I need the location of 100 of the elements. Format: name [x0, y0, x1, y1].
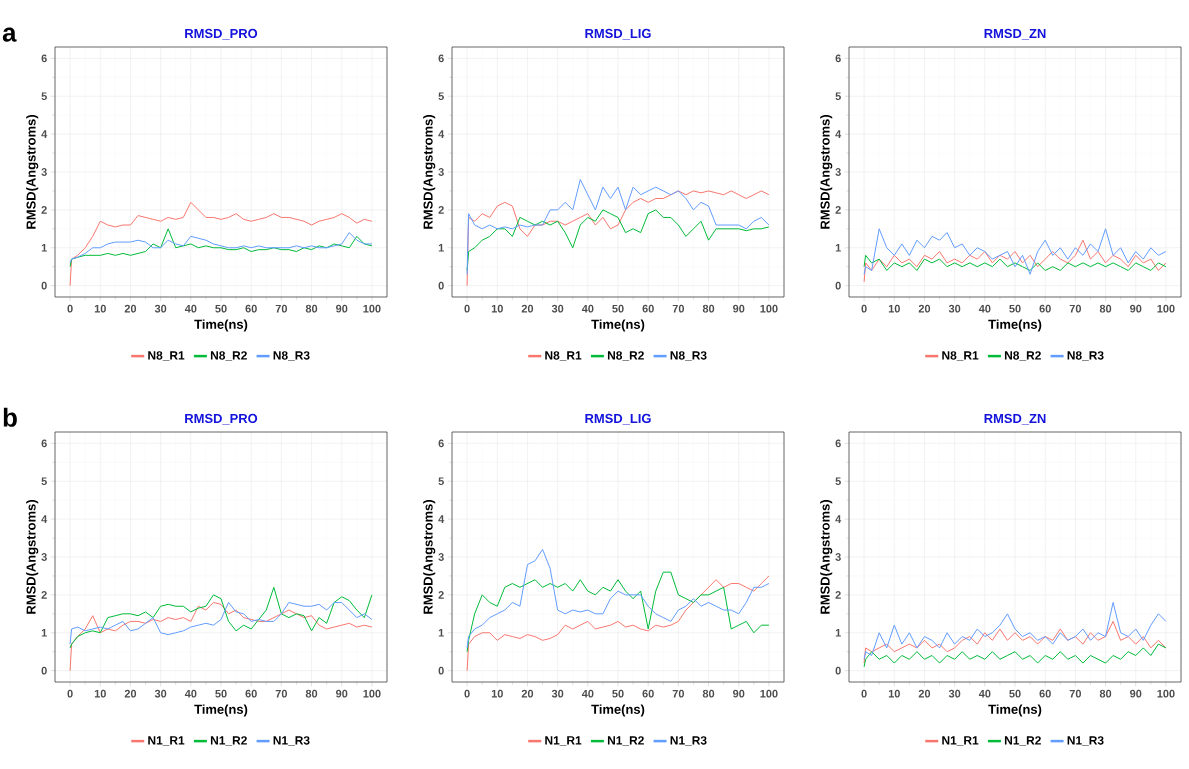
line-series	[863, 239, 1167, 283]
line-series	[863, 254, 1167, 271]
legend-label: N1_R3	[1067, 736, 1104, 746]
x-tick-label: 90	[336, 689, 348, 698]
x-tick-label: 90	[733, 689, 745, 698]
x-tick-label: 100	[363, 304, 381, 313]
y-tick-label: 6	[835, 54, 841, 63]
x-tick-label: 50	[1009, 304, 1021, 313]
x-tick-label: 100	[760, 689, 778, 698]
x-tick-label: 0	[464, 304, 470, 313]
x-tick-label: 100	[1157, 689, 1175, 698]
y-tick-label: 2	[835, 591, 841, 599]
y-tick-label: 4	[41, 130, 48, 138]
y-tick-label: 1	[41, 243, 47, 252]
x-tick-label: 10	[491, 689, 503, 698]
x-tick-label: 50	[612, 689, 624, 698]
legend-label: N1_R2	[1004, 736, 1041, 746]
x-tick-label: 70	[1069, 304, 1082, 313]
line-series	[69, 586, 373, 649]
y-tick-label: 0	[41, 666, 47, 675]
x-tick-label: 70	[672, 304, 685, 313]
x-tick-label: 10	[888, 304, 900, 313]
legend-label: N8_R2	[1004, 351, 1041, 361]
chart-title: RMSD_ZN	[984, 413, 1046, 425]
y-tick-label: 5	[41, 477, 47, 486]
x-tick-label: 30	[154, 689, 167, 698]
x-tick-label: 20	[918, 304, 931, 313]
y-tick-label: 0	[835, 666, 841, 675]
legend-label: N8_R3	[1067, 351, 1104, 361]
legend-label: N8_R1	[942, 351, 979, 361]
y-tick-label: 2	[438, 206, 444, 214]
x-tick-label: 80	[1099, 304, 1112, 313]
x-tick-label: 50	[215, 304, 227, 313]
x-tick-label: 40	[978, 689, 991, 698]
legend-label: N1_R3	[670, 736, 707, 746]
y-tick-label: 0	[41, 281, 47, 290]
x-tick-label: 60	[1039, 304, 1051, 313]
legend-label: N8_R1	[545, 351, 582, 361]
x-tick-label: 20	[124, 304, 137, 313]
x-tick-label: 100	[1157, 304, 1175, 313]
x-tick-label: 40	[581, 689, 594, 698]
y-tick-label: 1	[835, 629, 841, 637]
x-tick-label: 80	[305, 304, 318, 313]
y-tick-label: 3	[835, 553, 841, 561]
legend-label: N1_R1	[942, 736, 979, 746]
y-tick-label: 1	[41, 629, 47, 637]
legend-label: N8_R3	[670, 351, 707, 361]
y-axis-title: RMSD(Angstroms)	[423, 115, 436, 229]
x-tick-label: 30	[154, 304, 167, 313]
y-tick-label: 3	[438, 168, 444, 176]
y-tick-label: 5	[438, 477, 444, 486]
x-tick-label: 30	[551, 689, 564, 698]
x-tick-label: 60	[642, 689, 654, 698]
y-tick-label: 1	[835, 243, 841, 252]
y-tick-label: 0	[438, 281, 444, 290]
y-tick-label: 1	[438, 629, 444, 637]
y-tick-label: 3	[41, 168, 47, 176]
x-tick-label: 0	[464, 689, 470, 698]
x-tick-label: 70	[275, 689, 287, 698]
legend-label: N1_R1	[545, 736, 582, 746]
x-tick-label: 0	[861, 689, 867, 698]
y-tick-label: 1	[438, 243, 444, 252]
x-tick-label: 70	[672, 689, 685, 698]
chart-title: RMSD_PRO	[185, 28, 258, 40]
y-tick-label: 4	[41, 515, 48, 523]
x-tick-label: 40	[184, 689, 197, 698]
y-tick-label: 2	[41, 591, 47, 599]
x-tick-label: 20	[521, 304, 534, 313]
text: a	[2, 27, 17, 42]
y-tick-label: 6	[835, 439, 841, 448]
x-tick-label: 80	[1099, 689, 1112, 698]
y-tick-label: 3	[41, 553, 47, 561]
y-axis-title: RMSD(Angstroms)	[820, 115, 833, 229]
x-axis-title: Time(ns)	[988, 319, 1042, 332]
legend-label: N8_R1	[148, 351, 185, 361]
legend-label: N1_R1	[148, 736, 185, 746]
x-tick-label: 30	[948, 689, 961, 698]
x-tick-label: 80	[305, 689, 318, 698]
x-tick-label: 10	[888, 689, 900, 698]
chart-title: RMSD_ZN	[984, 28, 1046, 40]
x-tick-label: 60	[245, 689, 257, 698]
y-tick-label: 6	[438, 439, 444, 448]
x-tick-label: 50	[612, 304, 624, 313]
x-tick-label: 60	[245, 304, 257, 313]
line-series	[863, 228, 1167, 275]
x-tick-label: 20	[521, 689, 534, 698]
x-tick-label: 70	[1069, 689, 1082, 698]
chart-title: RMSD_LIG	[585, 28, 651, 40]
y-tick-label: 3	[438, 553, 444, 561]
x-tick-label: 40	[184, 304, 197, 313]
y-tick-label: 6	[438, 54, 444, 63]
y-tick-label: 2	[835, 206, 841, 214]
x-axis-title: Time(ns)	[194, 319, 248, 332]
y-axis-title: RMSD(Angstroms)	[423, 500, 436, 614]
x-tick-label: 10	[94, 304, 106, 313]
x-tick-label: 100	[760, 304, 778, 313]
x-tick-label: 20	[918, 689, 931, 698]
x-tick-label: 10	[94, 689, 106, 698]
x-tick-label: 100	[363, 689, 381, 698]
x-tick-label: 0	[861, 304, 867, 313]
